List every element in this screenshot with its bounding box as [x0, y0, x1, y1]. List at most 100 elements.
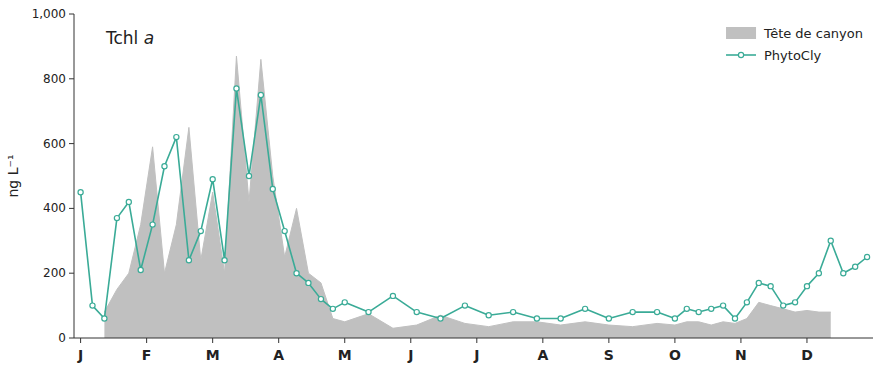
x-tick-label: N [735, 347, 747, 363]
y-tick [69, 78, 74, 79]
y-axis-line [74, 14, 75, 338]
y-tick [69, 143, 74, 144]
marker [126, 199, 131, 204]
marker [654, 309, 659, 314]
marker [582, 306, 587, 311]
x-axis-line [74, 338, 873, 339]
series-area [104, 56, 830, 338]
line [81, 89, 867, 319]
marker [246, 173, 251, 178]
x-tick [740, 338, 741, 343]
marker [864, 254, 869, 259]
x-tick [146, 338, 147, 343]
plot-area [78, 56, 870, 338]
x-tick [608, 338, 609, 343]
legend-marker [738, 52, 743, 57]
x-tick [212, 338, 213, 343]
x-tick [278, 338, 279, 343]
marker [390, 293, 395, 298]
y-tick-label: 0 [58, 331, 66, 345]
x-tick-label: D [801, 347, 813, 363]
marker [222, 258, 227, 263]
y-tick [69, 338, 74, 339]
series-line [78, 86, 870, 321]
marker [804, 284, 809, 289]
marker [841, 271, 846, 276]
marker [816, 271, 821, 276]
marker [744, 300, 749, 305]
marker [558, 316, 563, 321]
y-tick-label: 400 [43, 201, 66, 215]
marker [414, 309, 419, 314]
x-tick [542, 338, 543, 343]
marker [282, 228, 287, 233]
x-tick-label: J [473, 347, 479, 363]
y-tick [69, 14, 74, 15]
chart: JFMAMJJASOND02004006008001,000ng L⁻¹Tchl… [0, 0, 889, 380]
marker [756, 280, 761, 285]
marker [438, 316, 443, 321]
marker [318, 297, 323, 302]
marker [150, 222, 155, 227]
area-edge [104, 56, 830, 328]
x-tick-label: M [338, 347, 352, 363]
x-tick [80, 338, 81, 343]
marker [462, 303, 467, 308]
legend: Tête de canyon PhytoCly [726, 26, 863, 63]
y-tick [69, 273, 74, 274]
marker [486, 313, 491, 318]
x-tick [674, 338, 675, 343]
x-tick-label: F [142, 347, 152, 363]
marker [828, 238, 833, 243]
marker [270, 186, 275, 191]
x-tick-label: J [407, 347, 413, 363]
marker [90, 303, 95, 308]
y-tick-label: 800 [43, 72, 66, 86]
x-tick [344, 338, 345, 343]
background [0, 0, 889, 380]
marker [198, 228, 203, 233]
marker [102, 316, 107, 321]
x-tick-label: O [669, 347, 681, 363]
marker [696, 309, 701, 314]
x-tick [476, 338, 477, 343]
marker [186, 258, 191, 263]
marker [630, 309, 635, 314]
marker [162, 164, 167, 169]
x-tick-label: J [77, 347, 83, 363]
y-tick-label: 600 [43, 137, 66, 151]
marker [258, 92, 263, 97]
marker [366, 309, 371, 314]
marker [721, 303, 726, 308]
marker [234, 86, 239, 91]
marker [606, 316, 611, 321]
marker [306, 280, 311, 285]
marker [792, 300, 797, 305]
axes: JFMAMJJASOND02004006008001,000 [32, 7, 873, 363]
marker [294, 271, 299, 276]
x-tick [410, 338, 411, 343]
marker [672, 316, 677, 321]
marker [511, 309, 516, 314]
x-tick-label: A [537, 347, 548, 363]
x-tick-label: S [604, 347, 614, 363]
y-tick [69, 208, 74, 209]
legend-label: PhytoCly [764, 48, 822, 63]
x-tick-label: A [273, 347, 284, 363]
marker [732, 316, 737, 321]
marker [684, 306, 689, 311]
legend-label: Tête de canyon [763, 26, 863, 41]
marker [114, 216, 119, 221]
marker [781, 303, 786, 308]
marker [768, 284, 773, 289]
marker [210, 177, 215, 182]
y-tick-label: 200 [43, 266, 66, 280]
marker [174, 135, 179, 140]
marker [78, 190, 83, 195]
x-tick [806, 338, 807, 343]
marker [138, 267, 143, 272]
marker [342, 300, 347, 305]
area-fill [104, 56, 830, 338]
marker [534, 316, 539, 321]
y-axis-label: ng L⁻¹ [5, 154, 21, 197]
